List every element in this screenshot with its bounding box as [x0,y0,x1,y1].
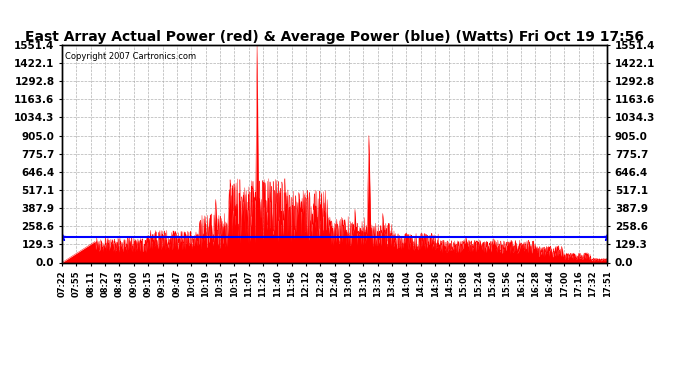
Text: Copyright 2007 Cartronics.com: Copyright 2007 Cartronics.com [65,51,196,60]
Title: East Array Actual Power (red) & Average Power (blue) (Watts) Fri Oct 19 17:56: East Array Actual Power (red) & Average … [25,30,644,44]
